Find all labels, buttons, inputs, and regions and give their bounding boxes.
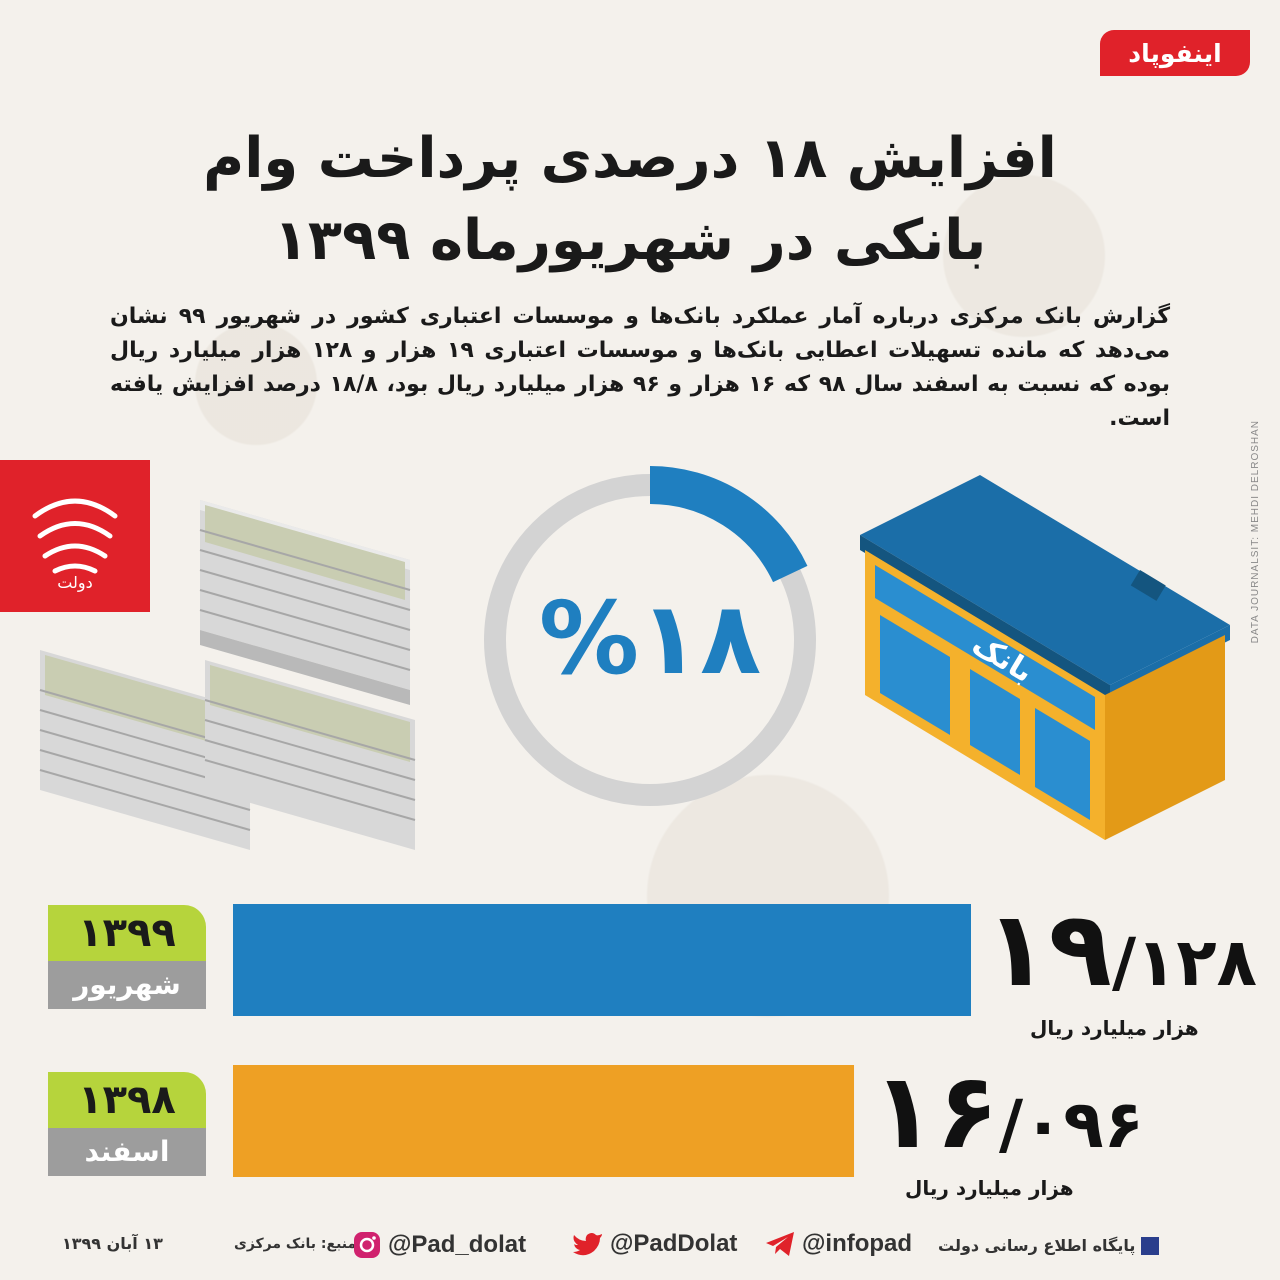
twitter-icon xyxy=(573,1233,602,1256)
footer-source: منبع: بانک مرکزی xyxy=(234,1236,357,1252)
percent-donut xyxy=(484,466,816,806)
value-label-1399: ۱۹/۱۲۸ xyxy=(985,888,1257,1010)
title-line-1: افزایش ۱۸ درصدی پرداخت وام xyxy=(203,126,1057,191)
donut-arc xyxy=(649,466,808,583)
data-journalist-credit: DATA JOURNALSIT: MEHDI DELROSHAN xyxy=(1250,420,1261,644)
footer-instagram[interactable]: @Pad_dolat xyxy=(352,1230,526,1260)
cash-stack-left xyxy=(39,650,251,850)
value-label-big: ۱۹ xyxy=(985,888,1112,1010)
bar-1399-shahrivar xyxy=(233,904,971,1016)
year-tag-1399: ۱۳۹۹ شهریور xyxy=(48,905,206,1009)
footer-telegram[interactable]: @infopad xyxy=(764,1230,912,1258)
value-unit-1398: هزار میلیارد ریال xyxy=(905,1176,1074,1200)
title-line-2: بانکی در شهریورماه ۱۳۹۹ xyxy=(273,208,987,273)
bank-roof xyxy=(860,475,1230,685)
dolat-logo: دولت xyxy=(0,460,150,612)
donut-percent-label: %۱۸ xyxy=(538,580,762,697)
value-label-big: ۱۶ xyxy=(872,1050,999,1172)
dolat-logo-text: دولت xyxy=(57,573,92,593)
value-unit-1399: هزار میلیارد ریال xyxy=(1030,1016,1199,1040)
year-label: ۱۳۹۸ xyxy=(48,1072,206,1128)
month-label: شهریور xyxy=(48,961,206,1009)
footer-site[interactable]: پایگاه اطلاع رسانی دولت xyxy=(938,1236,1160,1255)
value-label-1398: ۱۶/۰۹۶ xyxy=(872,1050,1144,1172)
instagram-icon xyxy=(354,1232,380,1258)
footer-date: ۱۳ آبان ۱۳۹۹ xyxy=(62,1234,163,1253)
site-square-icon xyxy=(1141,1236,1160,1255)
bank-building-illustration: بانک xyxy=(860,475,1230,840)
cash-stacks-illustration xyxy=(39,500,416,850)
page-title: افزایش ۱۸ درصدی پرداخت وام بانکی در شهری… xyxy=(130,118,1130,282)
value-label-small: /۰۹۶ xyxy=(998,1086,1144,1163)
footer: ۱۳ آبان ۱۳۹۹ منبع: بانک مرکزی @Pad_dolat… xyxy=(0,1222,1280,1280)
month-label: اسفند xyxy=(48,1128,206,1176)
cash-stack-right xyxy=(204,660,416,850)
telegram-icon xyxy=(766,1232,794,1256)
footer-twitter[interactable]: @PadDolat xyxy=(572,1230,737,1258)
cash-stack-top xyxy=(199,500,411,705)
comparison-bar-chart xyxy=(233,904,971,1177)
bar-1398-esfand xyxy=(233,1065,855,1177)
description-paragraph: گزارش بانک مرکزی درباره آمار عملکرد بانک… xyxy=(110,304,1170,431)
brand-badge: اینفوپاد xyxy=(1100,30,1250,76)
dolat-calligraphy-icon: دولت xyxy=(32,498,118,593)
value-label-small: /۱۲۸ xyxy=(1111,924,1257,1001)
year-tag-1398: ۱۳۹۸ اسفند xyxy=(48,1072,206,1176)
year-label: ۱۳۹۹ xyxy=(48,905,206,961)
bank-side-wall xyxy=(1105,635,1225,840)
